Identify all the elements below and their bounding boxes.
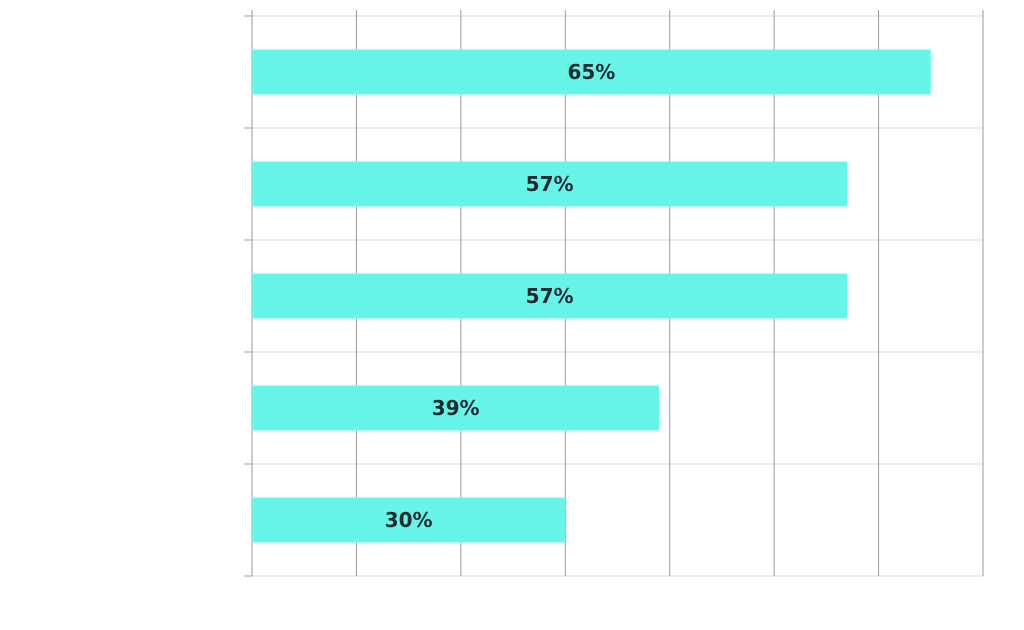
- bar-data-label: 57%: [526, 284, 574, 308]
- data-labels: 65% 57% 57% 39% 30%: [385, 60, 616, 532]
- bar-data-label: 39%: [432, 396, 480, 420]
- bar: [252, 273, 848, 319]
- bar-data-label: 30%: [385, 508, 433, 532]
- bar-data-label: 65%: [567, 60, 615, 84]
- bar: [252, 161, 848, 207]
- bar-data-label: 57%: [526, 172, 574, 196]
- bar: [252, 49, 931, 95]
- bars: [252, 49, 931, 543]
- bar: [252, 385, 660, 431]
- bar: [252, 497, 566, 543]
